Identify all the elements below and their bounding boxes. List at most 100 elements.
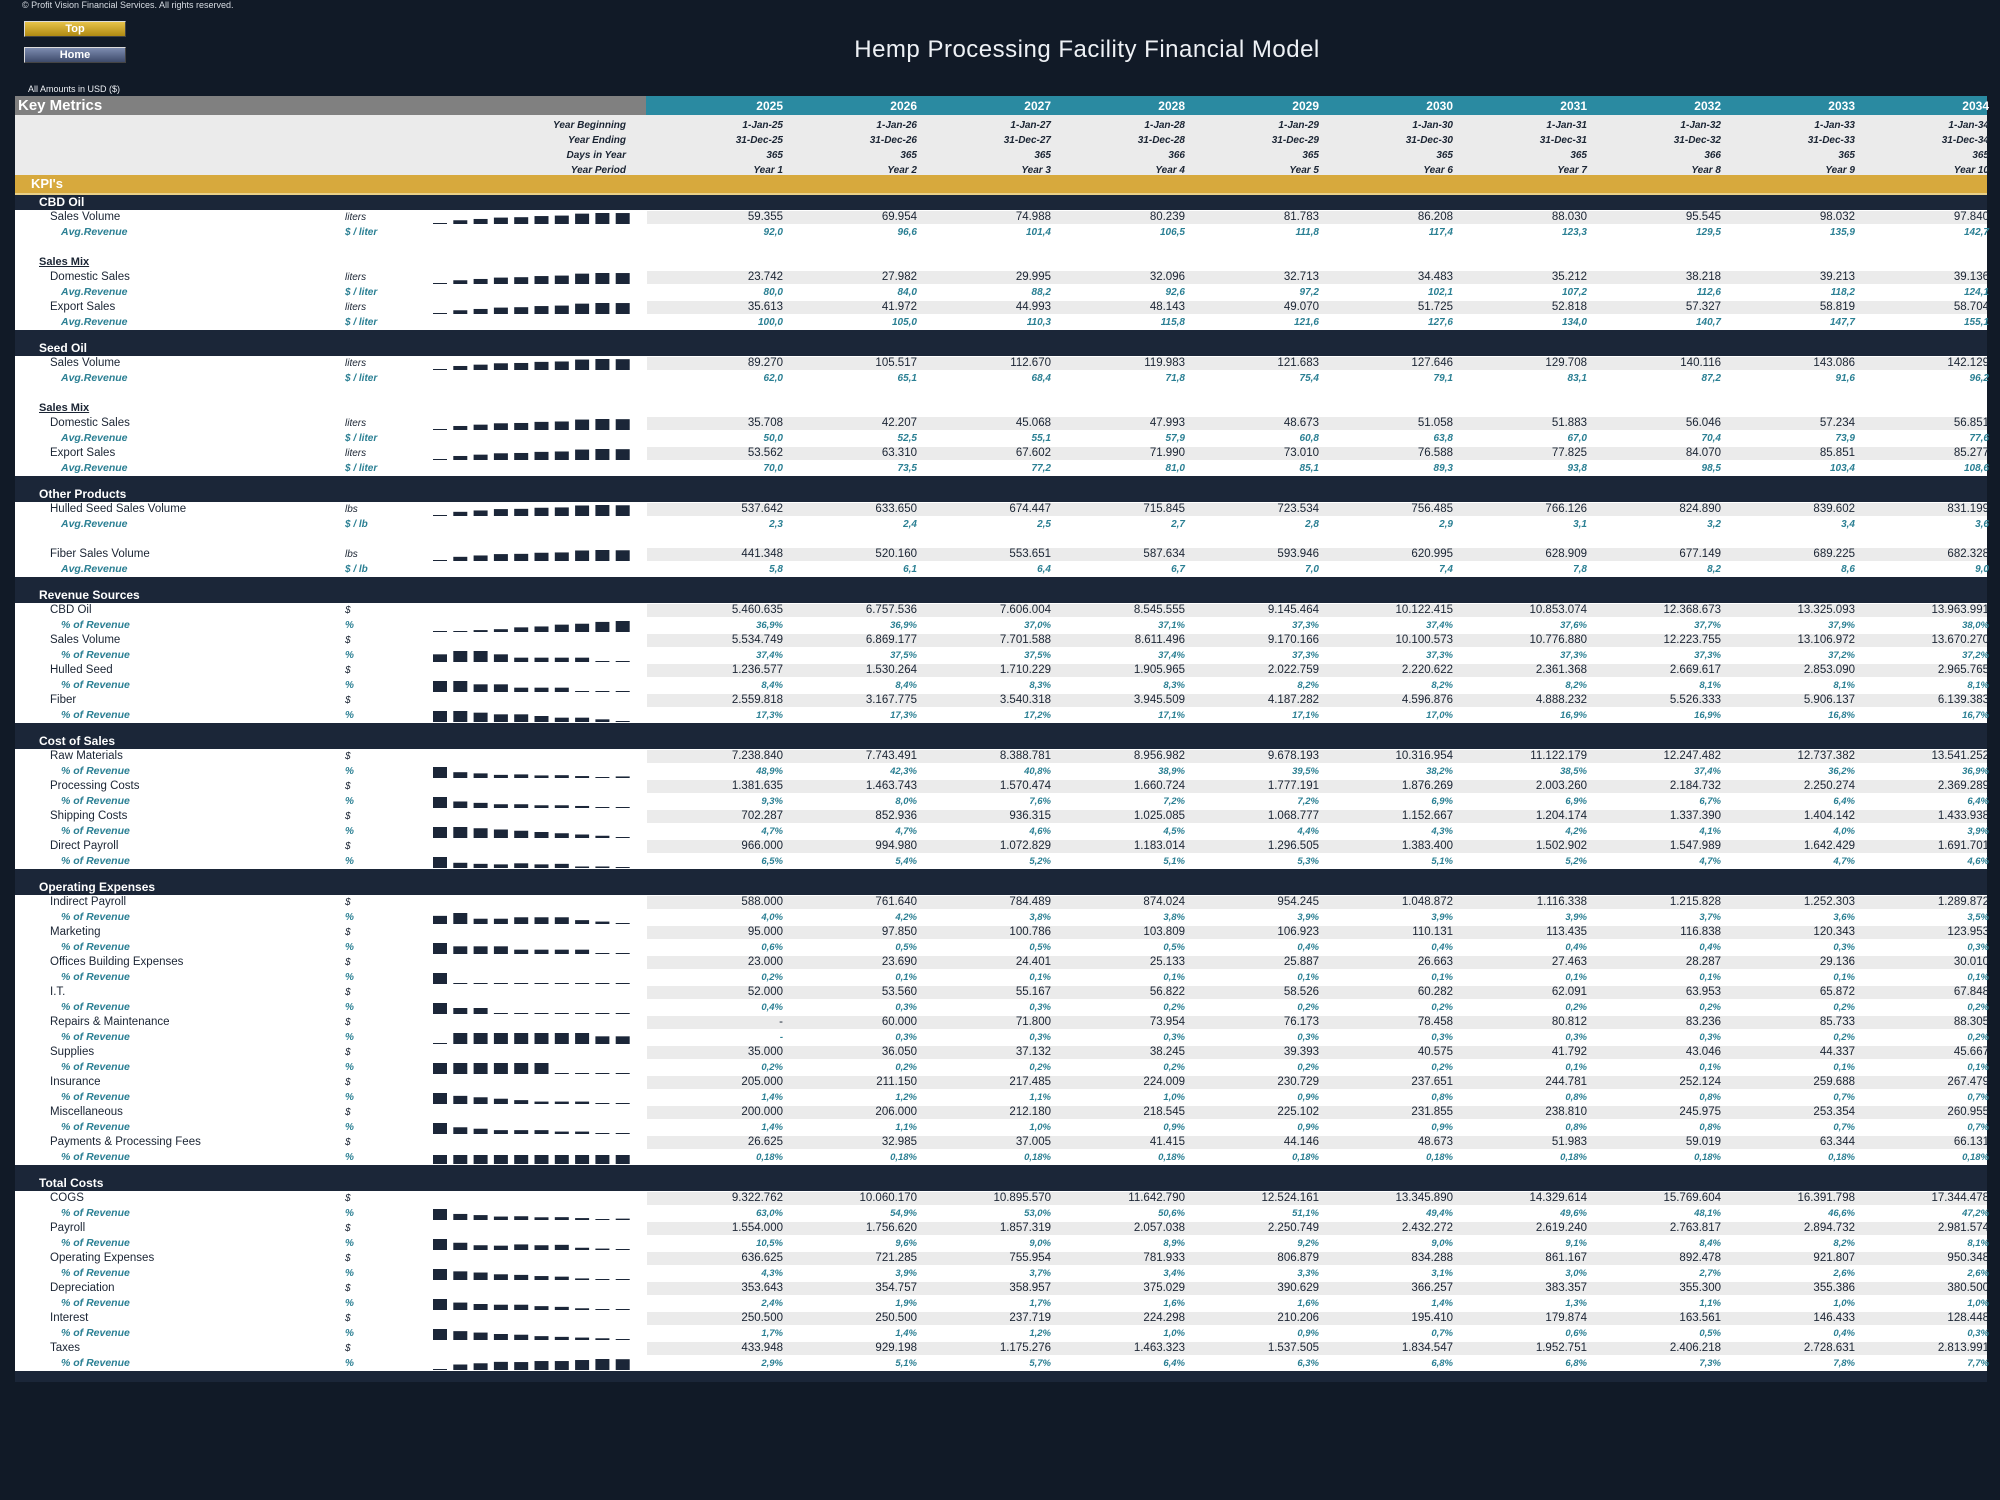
value-cell: 143.086 [1813,357,1855,369]
value-cell: 88.030 [1551,211,1587,223]
value-cell: 1.175.276 [999,1342,1051,1354]
sparkline-bar [554,1306,569,1310]
value-cell: 2.559.818 [731,694,783,706]
sparkline [433,767,630,778]
sparkline-bar [473,946,488,954]
value-cell: 57.327 [1685,301,1721,313]
row-shading [647,664,1987,677]
value-cell: 441.348 [741,548,783,560]
value-cell: 1,1% [895,1122,917,1133]
value-cell: 123.953 [1947,926,1989,938]
value-cell: 12.737.382 [1797,750,1855,762]
year-header-cell: 2026 [890,99,917,113]
row-shading [647,810,1987,823]
sparkline-bar [493,307,508,314]
sparkline-bar [433,560,447,561]
metric-row: Avg.Revenue $ / liter 70,0 73,5 77,2 81,0 85,1… [15,461,1989,476]
value-cell: 74.988 [1015,211,1051,223]
row-shading [647,986,1987,999]
metric-row: Sales Volume $5.534.749 6.869.177 7.701.588… [15,633,1989,648]
sparkline-bar [554,1131,569,1134]
row-shading [647,896,1987,909]
value-cell: 97.840 [1953,211,1989,223]
row-label: Fiber [50,694,77,706]
sparkline-bar [433,943,447,954]
sparkline-bar [615,837,630,838]
value-cell: 721.285 [875,1252,917,1264]
row-label: Avg.Revenue [61,286,128,298]
value-cell: 142,7 [1963,227,1989,238]
metric-row: I.T. $52.000 53.560 55.167 56.822 58.526 60.28… [15,985,1989,1000]
value-cell: 994.980 [875,840,917,852]
value-cell: 8,2% [1297,680,1319,691]
sparkline-bar [433,283,447,284]
value-cell: 77,6 [1969,433,1989,444]
timeline-header: Key Metrics 2025 2026 2027 2028 2029 2030 2031… [15,96,1989,176]
home-button[interactable]: Home [24,47,126,63]
trend-sparkline [415,1207,635,1225]
row-unit: % [345,1238,354,1249]
row-unit: $ [345,695,351,706]
value-cell: 9,0% [1431,1238,1453,1249]
value-cell: 41.792 [1551,1046,1587,1058]
sparkline-bar [433,797,447,808]
section-title: CBD Oil [15,195,1987,210]
value-cell: 88.305 [1953,1016,1989,1028]
value-cell: 53.562 [747,447,783,459]
spacer-row [15,240,1987,255]
value-cell: - [779,1016,783,1028]
value-cell: 7.701.588 [999,634,1051,646]
value-cell: 80.812 [1551,1016,1587,1028]
sparkline [433,303,630,314]
section-gap [15,577,1987,588]
value-cell: 98.032 [1819,211,1855,223]
section-title: Other Products [15,487,1987,502]
value-cell: 0,4% [1699,942,1721,953]
value-cell: 195.410 [1411,1312,1453,1324]
top-button[interactable]: Top [24,21,126,37]
value-cell: 2.361.368 [1535,664,1587,676]
sparkline-bar [514,774,529,778]
sparkline-bar [554,1244,569,1250]
value-cell: 636.625 [741,1252,783,1264]
value-cell: 8,3% [1029,680,1051,691]
row-label: % of Revenue [61,1357,130,1369]
sparkline-bar [493,1361,508,1370]
value-cell: 83.236 [1685,1016,1721,1028]
value-cell: 1.296.505 [1267,840,1319,852]
metric-row: % of Revenue% 6,5% 5,4% 5,2% 5,1% 5,3% 5,1% 5,2… [15,854,1989,869]
header-row-cell: Year 2 [887,165,917,176]
value-cell: 92,0 [763,227,783,238]
sparkline-bar [473,651,488,662]
sparkline-bar [534,451,549,460]
value-cell: 1.642.429 [1803,840,1855,852]
sparkline-bar [433,1239,447,1250]
value-cell: 30.010 [1953,956,1989,968]
sparkline-bar [554,717,569,722]
trend-sparkline [415,795,635,813]
value-cell: 23.742 [747,271,783,283]
metric-row: Processing Costs $1.381.635 1.463.743 1.570… [15,779,1989,794]
value-cell: 107,2 [1561,287,1587,298]
value-cell: 0,3% [1565,1032,1587,1043]
value-cell: 375.029 [1143,1282,1185,1294]
value-cell: 4.888.232 [1535,694,1587,706]
header-row-cell: Year 3 [1021,165,1051,176]
row-label: Sales Mix [39,402,90,414]
value-cell: 37,2% [1828,650,1855,661]
value-cell: 0,8% [1699,1122,1721,1133]
value-cell: 38.218 [1685,271,1721,283]
copyright-text: © Profit Vision Financial Services. All … [22,0,234,10]
sparkline-bar [473,1363,488,1370]
value-cell: 3,5% [1967,912,1989,923]
sparkline-bar [575,419,590,430]
value-cell: 32.985 [881,1136,917,1148]
header-row-cell: 31-Dec-31 [1539,135,1587,146]
value-cell: 37,5% [890,650,917,661]
sparkline [433,1239,630,1250]
section-body: COGS $9.322.762 10.060.170 10.895.570 11.642… [15,1191,1989,1371]
value-cell: 110.131 [1412,926,1453,938]
sparkline-bar [534,949,549,954]
sparkline-bar [514,1063,529,1074]
value-cell: 250.500 [875,1312,917,1324]
